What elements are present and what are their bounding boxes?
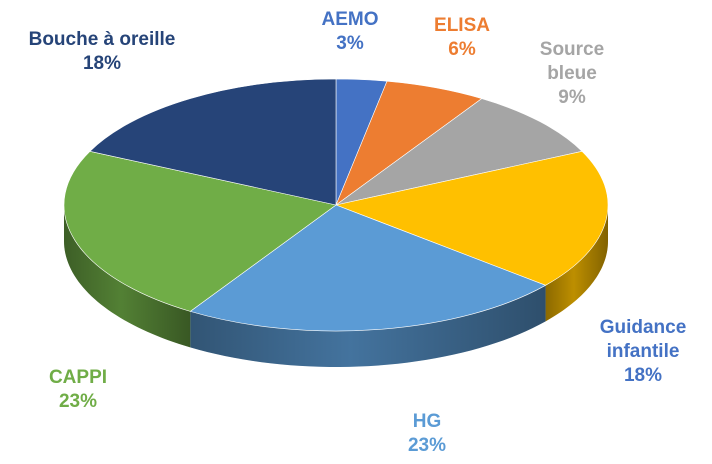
pie-tops [63, 78, 609, 332]
label-elisa-value: 6% [448, 39, 476, 60]
label-elisa: ELISA 6% [434, 14, 490, 62]
label-guidance: Guidance infantile 18% [591, 316, 695, 388]
slice-side-shade-hg [190, 285, 546, 367]
label-hg-name: HG [412, 411, 442, 432]
label-bouche-name: Bouche à oreille [28, 29, 176, 50]
label-source-bleue-name: Source bleue [539, 39, 605, 84]
slice-side-shade-cappi [64, 205, 191, 348]
slice-side-shade-guidance-infantile [545, 205, 608, 322]
slice-source-bleue [335, 98, 583, 206]
label-guidance-value: 18% [623, 365, 663, 386]
label-cappi-name: CAPPI [48, 367, 108, 388]
slice-hg [189, 204, 547, 332]
label-source-bleue-value: 9% [558, 87, 586, 108]
label-cappi: CAPPI 23% [49, 366, 107, 414]
label-hg: HG 23% [408, 410, 446, 458]
pie-sides [64, 205, 608, 367]
slice-cappi [63, 151, 337, 312]
slice-bouche-a-oreille [89, 78, 337, 206]
label-guidance-name: Guidance infantile [599, 317, 687, 362]
label-bouche-a-oreille: Bouche à oreille 18% [29, 28, 176, 76]
label-cappi-value: 23% [58, 391, 98, 412]
label-elisa-name: ELISA [434, 15, 490, 36]
label-source-bleue: Source bleue 9% [532, 38, 612, 110]
label-bouche-value: 18% [82, 53, 122, 74]
slice-guidance-infantile [334, 151, 609, 286]
label-hg-value: 23% [407, 435, 447, 456]
label-aemo-name: AEMO [321, 9, 379, 30]
label-aemo: AEMO 3% [322, 8, 379, 56]
label-aemo-value: 3% [336, 33, 364, 54]
